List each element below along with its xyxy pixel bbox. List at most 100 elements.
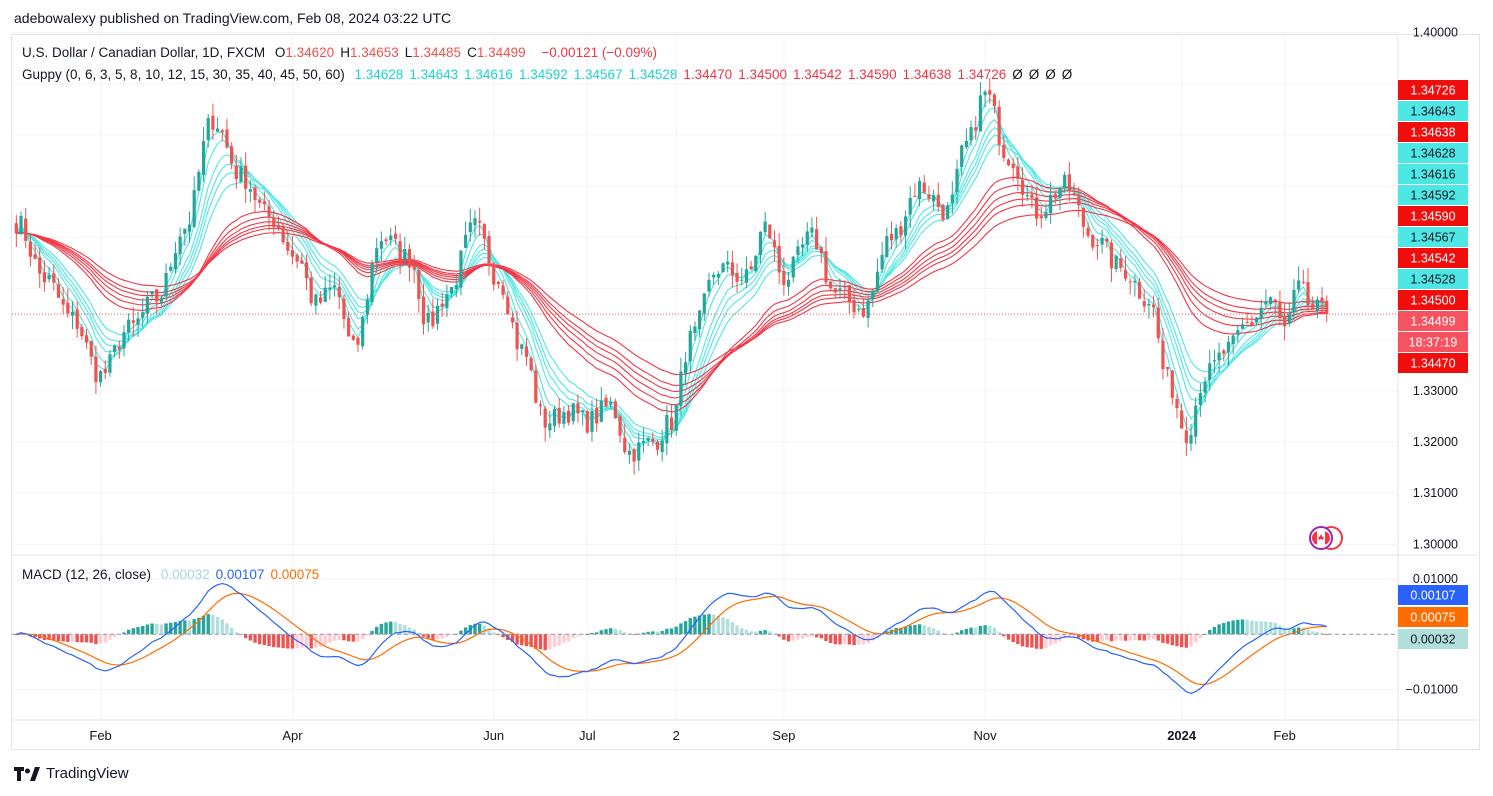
time-tick-label: Sep [772, 728, 795, 743]
candle-body [272, 217, 276, 228]
guppy-title: Guppy (0, 6, 3, 5, 8, 10, 12, 15, 30, 35… [22, 67, 345, 82]
tradingview-footer[interactable]: TradingView [14, 765, 129, 782]
price-axis-badge-label: 1.34628 [1410, 147, 1455, 161]
macd-hist-bar [173, 621, 178, 635]
candle-body [361, 316, 365, 347]
tradingview-logo-icon [14, 766, 40, 781]
candle-body [623, 437, 627, 453]
macd-axis-badge [1398, 629, 1468, 649]
macd-hist-bar [772, 633, 777, 635]
candle-body [215, 128, 220, 132]
guppy-value: 1.34567 [573, 67, 623, 82]
macd-hist-bar [969, 627, 973, 635]
candle-body [290, 250, 295, 257]
macd-hist-bar [529, 634, 533, 647]
macd-legend[interactable]: MACD (12, 26, close) 0.00032 0.00107 0.000… [22, 567, 331, 582]
guppy-value: 1.34500 [738, 67, 787, 82]
macd-hist-bar [913, 624, 917, 635]
price-axis-badge-label: 1.34592 [1410, 189, 1455, 203]
macd-hist-bar [847, 634, 852, 645]
macd-hist-bar [1198, 634, 1203, 639]
candle-body [61, 299, 65, 305]
candle-body [482, 223, 486, 239]
macd-hist-bar [398, 624, 402, 635]
ohlc-value: 1.34620 [285, 45, 335, 60]
guppy-legend[interactable]: Guppy (0, 6, 3, 5, 8, 10, 12, 15, 30, 35… [22, 67, 1084, 82]
candle-body [328, 287, 332, 290]
macd-hist-bar [1287, 629, 1291, 635]
macd-hist-bar [669, 628, 674, 635]
guppy-value: Ø [1012, 67, 1023, 82]
macd-hist-bar [964, 628, 969, 635]
macd-hist-bar [337, 634, 341, 640]
price-tick-label: 1.32000 [1413, 435, 1458, 449]
macd-hist-bar [286, 634, 290, 649]
symbol-legend[interactable]: U.S. Dollar / Canadian Dollar, 1D, FXCM … [22, 45, 663, 60]
candle-body [206, 118, 210, 140]
symbol-title: U.S. Dollar / Canadian Dollar, 1D, FXCM [22, 45, 266, 60]
candle-body [660, 440, 664, 453]
candle-body [1100, 237, 1104, 245]
macd-hist-bar [1212, 626, 1217, 635]
candle-body [875, 271, 880, 292]
price-axis-badge [1398, 143, 1468, 163]
macd-hist-bar [646, 631, 650, 635]
macd-title: MACD (12, 26, close) [22, 567, 152, 582]
candle-body [796, 246, 800, 255]
macd-hist-bar [239, 634, 243, 636]
candle-body [960, 145, 964, 167]
candle-body [220, 130, 224, 133]
candle-body [665, 414, 669, 444]
candle-body [669, 417, 674, 431]
macd-hist-bar [548, 634, 552, 650]
candle-body [1254, 317, 1259, 323]
macd-hist-bar [623, 632, 627, 635]
candle-body [992, 94, 997, 107]
macd-hist-bar [201, 615, 206, 635]
candle-body [28, 241, 32, 257]
ohlc-key: H [340, 45, 350, 60]
candle-body [637, 442, 641, 461]
candle-body [384, 239, 388, 242]
candle-body [1184, 430, 1188, 444]
macd-hist-bar [1025, 634, 1029, 648]
candle-body [337, 286, 341, 298]
candle-body [1142, 301, 1146, 307]
macd-hist-bar [576, 634, 580, 637]
candle-body [927, 194, 931, 199]
candle-body [941, 204, 945, 220]
macd-hist-bar [875, 634, 880, 638]
candle-body [295, 255, 299, 262]
macd-hist-bar [1119, 634, 1123, 641]
candle-body [431, 311, 435, 327]
price-axis-badge-label: 1.34726 [1410, 84, 1455, 98]
guppy-slow-ema-45 [16, 198, 1327, 393]
macd-hist-bar [61, 634, 65, 642]
candle-body [487, 235, 491, 266]
candle-body [496, 281, 500, 285]
candle-body [421, 296, 426, 325]
candle-body [1091, 234, 1095, 248]
macd-hist-bar [1236, 619, 1240, 635]
price-axis-badge-label: 1.34500 [1410, 294, 1455, 308]
candle-body [1002, 144, 1006, 158]
macd-hist-bar [665, 628, 669, 635]
macd-hist-bar [814, 634, 819, 638]
macd-hist-bar [300, 634, 304, 648]
macd-tick-label: −0.01000 [1406, 683, 1459, 697]
macd-hist-bar [206, 614, 210, 635]
candle-body [857, 309, 861, 311]
macd-hist-bar [112, 634, 117, 638]
macd-hist-bar [262, 634, 267, 645]
candle-body [576, 403, 580, 414]
macd-axis-badge-label: 0.00107 [1410, 589, 1455, 603]
macd-hist-bar [590, 632, 594, 635]
macd-hist-bar [552, 634, 557, 647]
candle-body [258, 199, 262, 203]
candle-body [42, 272, 47, 283]
candle-body [1311, 303, 1315, 310]
macd-hist-bar [899, 627, 903, 635]
macd-hist-bar [258, 634, 262, 645]
guppy-values: 1.34628 1.34643 1.34616 1.34592 1.34567 1.345… [355, 67, 1079, 82]
